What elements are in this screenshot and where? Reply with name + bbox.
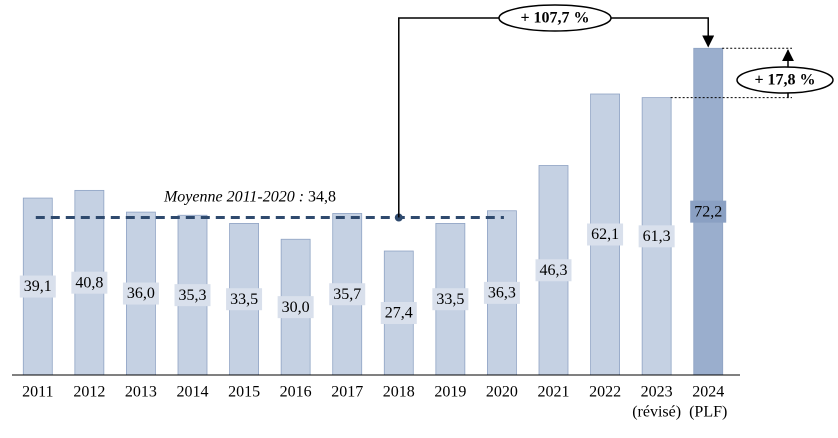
value-label-bg	[587, 223, 624, 246]
x-tick-label: 2018	[383, 384, 415, 401]
annotation-bubble	[498, 4, 612, 32]
value-label-bg	[432, 288, 469, 311]
x-tick-label: 2017	[331, 384, 363, 401]
x-tick-label: 2024	[692, 384, 724, 401]
x-tick-label: 2023	[641, 384, 673, 401]
value-label: 40,8	[75, 274, 103, 291]
value-label-bg	[638, 225, 675, 248]
x-tick-label: 2014	[177, 384, 209, 401]
value-label: 36,3	[488, 285, 516, 302]
value-label: 33,5	[230, 291, 258, 308]
value-label-bg	[535, 259, 572, 282]
x-tick-label: 2011	[22, 384, 53, 401]
x-tick-label: 2021	[538, 384, 570, 401]
average-label-text: Moyenne 2011-2020 :	[163, 188, 304, 205]
value-label-bg	[380, 302, 417, 325]
value-label: 61,3	[643, 228, 671, 245]
value-label: 35,3	[179, 287, 207, 304]
x-tick-label: 2013	[125, 384, 157, 401]
value-label-bg	[71, 271, 108, 294]
x-tick-label: 2019	[434, 384, 466, 401]
value-label-bg	[122, 282, 159, 305]
value-label: 27,4	[385, 305, 413, 322]
value-label: 33,5	[436, 291, 464, 308]
annotation-bubble	[736, 66, 834, 94]
value-label-bg	[174, 284, 211, 307]
value-label-bg	[226, 288, 263, 311]
x-tick-label: 2020	[486, 384, 518, 401]
x-tick-note: (PLF)	[689, 404, 727, 421]
value-label: 46,3	[540, 262, 568, 279]
value-label-bg	[483, 281, 520, 304]
annotation: + 107,7 %	[520, 10, 589, 27]
x-tick-label: 2022	[589, 384, 621, 401]
x-tick-label: 2015	[228, 384, 260, 401]
value-label-bg	[329, 283, 366, 306]
average-label: Moyenne 2011-2020 :34,8	[163, 188, 336, 205]
value-label: 72,2	[694, 203, 722, 220]
average-value-label: 34,8	[308, 188, 336, 205]
value-label-bg	[19, 275, 56, 298]
value-label-bg	[690, 200, 727, 223]
value-label-bg	[277, 296, 314, 319]
x-tick-label: 2012	[73, 384, 105, 401]
value-label: 36,0	[127, 285, 155, 302]
value-label: 62,1	[591, 226, 619, 243]
x-tick-label: 2016	[280, 384, 312, 401]
value-label: 35,7	[333, 286, 361, 303]
value-label: 30,0	[282, 299, 310, 316]
value-label: 39,1	[24, 278, 52, 295]
x-tick-note: (révisé)	[632, 404, 681, 421]
annotation: + 17,8 %	[754, 72, 815, 89]
